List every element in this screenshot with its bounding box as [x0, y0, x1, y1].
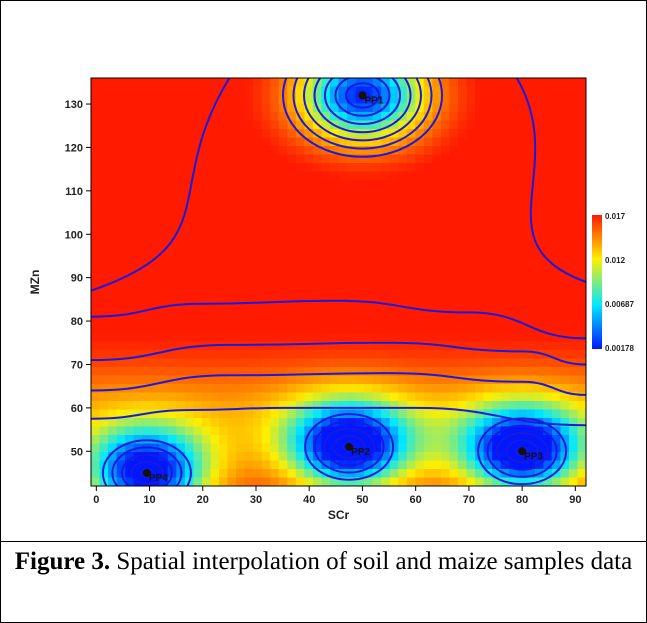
- plot-border: [90, 77, 587, 487]
- colorbar-tick-label: 0.012: [605, 256, 626, 265]
- y-tick-label: 80: [71, 316, 83, 328]
- sample-points: PP1 PP2 PP3 PP4: [142, 91, 543, 484]
- caption-divider: [1, 541, 646, 542]
- x-tick-label: 70: [463, 494, 475, 506]
- y-tick-label: 90: [71, 273, 83, 285]
- caption-text: Spatial interpolation of soil and maize …: [110, 548, 633, 575]
- y-tick-label: 120: [65, 142, 83, 154]
- y-tick-label: 70: [71, 359, 83, 371]
- x-tick-label: 90: [569, 494, 581, 506]
- y-tick-label: 50: [71, 446, 83, 458]
- y-tick-label: 130: [65, 99, 83, 111]
- contour-plot: PP1 PP2 PP3 PP4 0 10 20 30 40 50 60 70 80 90 50 60 70 80…: [28, 77, 634, 522]
- x-tick-label: 20: [197, 494, 209, 506]
- y-axis-label: MZn: [28, 270, 42, 295]
- colorbar-tick-label: 0.017: [605, 212, 626, 221]
- colorbar-tick-label: 0.00178: [605, 344, 634, 353]
- sample-point-label: PP1: [365, 95, 384, 106]
- caption-label: Figure 3.: [14, 548, 111, 575]
- y-tick-label: 100: [65, 229, 83, 241]
- x-tick-label: 10: [143, 494, 155, 506]
- x-tick-label: 40: [303, 494, 315, 506]
- colorbar-labels: 0.017 0.012 0.00687 0.00178: [605, 212, 634, 353]
- colorbar-tick-label: 0.00687: [605, 300, 634, 309]
- figure-caption: Figure 3. Spatial interpolation of soil …: [7, 546, 640, 578]
- y-tick-label: 110: [65, 186, 83, 198]
- sample-point: [358, 91, 367, 100]
- sample-point-label: PP3: [524, 451, 543, 462]
- x-tick-label: 60: [410, 494, 422, 506]
- axes: 0 10 20 30 40 50 60 70 80 90 50 60 70 80 90 100 110 120 13…: [65, 99, 582, 506]
- x-tick-label: 30: [250, 494, 262, 506]
- sample-point: [142, 469, 151, 477]
- sample-point: [518, 447, 527, 456]
- contour-lines: [91, 78, 586, 486]
- heatmap-surface: [91, 78, 586, 486]
- x-tick-label: 80: [516, 494, 528, 506]
- y-tick-label: 60: [71, 403, 83, 415]
- x-axis-label: SCr: [328, 508, 350, 522]
- sample-point-label: PP4: [149, 473, 168, 484]
- x-tick-label: 0: [93, 494, 99, 506]
- x-tick-label: 50: [356, 494, 368, 506]
- colorbar: [592, 215, 602, 349]
- sample-point: [345, 442, 354, 451]
- sample-point-label: PP2: [351, 447, 370, 458]
